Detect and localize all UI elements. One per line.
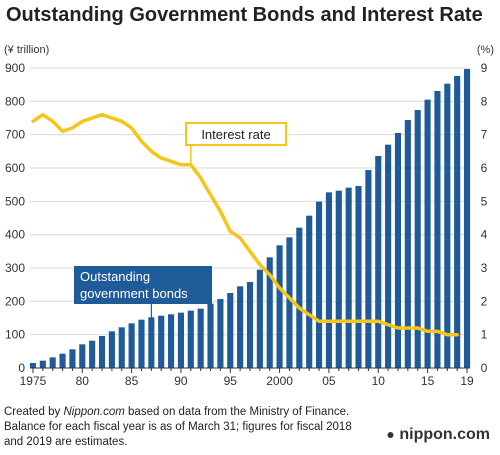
logo-dot-icon: ● <box>386 426 395 442</box>
bar <box>286 237 293 368</box>
bonds-label-line2: government bonds <box>80 286 188 301</box>
y-tick-label-left: 0 <box>18 361 25 375</box>
source-note: Created by Nippon.com based on data from… <box>4 405 374 450</box>
source-name: Nippon.com <box>63 406 125 418</box>
bar <box>306 215 313 368</box>
bar <box>207 303 214 368</box>
left-axis-unit: (¥ trillion) <box>4 44 50 56</box>
bar-layer <box>29 69 471 369</box>
x-tick-label: 85 <box>125 374 139 388</box>
bar <box>355 186 362 368</box>
bar <box>404 120 411 368</box>
bar <box>128 323 135 368</box>
y-tick-label-left: 200 <box>5 294 25 308</box>
x-tick-label: 15 <box>421 374 435 388</box>
bar <box>434 91 441 368</box>
y-tick-label-right: 8 <box>481 94 488 108</box>
bar <box>217 299 224 368</box>
bar <box>454 76 461 368</box>
logo-text: nippon.com <box>399 426 490 443</box>
bar <box>266 257 273 368</box>
chart-canvas: 0 100 200 300 400 500 600 700 800 900 0 1 2 3 4 5 6 7 8 9 19… <box>5 61 488 388</box>
y-tick-label-right: 2 <box>481 294 488 308</box>
bar <box>296 227 303 368</box>
y-tick-label-right: 6 <box>481 161 488 175</box>
bar <box>89 340 96 368</box>
x-tick-label: 1975 <box>20 374 47 388</box>
bar <box>158 315 165 368</box>
bar <box>325 192 332 368</box>
bar <box>463 69 471 368</box>
line-layer <box>31 112 459 337</box>
y-tick-label-left: 500 <box>5 194 25 208</box>
bar <box>227 293 234 368</box>
right-axis-unit: (%) <box>476 44 494 56</box>
bar <box>316 201 323 368</box>
y-tick-label-right: 4 <box>481 228 488 242</box>
x-tick-label: 10 <box>372 374 386 388</box>
bar <box>414 110 421 368</box>
bar <box>197 308 204 368</box>
axis-layer: 0 100 200 300 400 500 600 700 800 900 0 1 2 3 4 5 6 7 8 9 19… <box>5 61 488 388</box>
x-tick-label: 19 <box>460 374 474 388</box>
bar <box>424 99 431 369</box>
y-tick-label-right: 3 <box>481 261 488 275</box>
y-tick-label-right: 1 <box>481 328 488 342</box>
bar <box>148 317 155 368</box>
bar <box>29 363 37 368</box>
source-note-part2: based on data from the Ministry of Finan… <box>4 406 352 448</box>
bar <box>98 336 106 368</box>
y-tick-label-left: 900 <box>5 61 25 75</box>
y-tick-label-left: 300 <box>5 261 25 275</box>
x-tick-label: 90 <box>174 374 188 388</box>
bar <box>118 327 125 368</box>
y-tick-label-left: 600 <box>5 161 25 175</box>
bar <box>256 269 263 368</box>
bar <box>335 190 342 368</box>
bar <box>39 360 46 368</box>
bar <box>385 144 392 368</box>
bar <box>345 187 352 368</box>
bar <box>237 286 244 368</box>
bar <box>79 344 86 368</box>
y-tick-label-left: 800 <box>5 94 25 108</box>
interest-rate-label-box <box>185 122 287 146</box>
y-tick-label-right: 7 <box>481 128 488 142</box>
x-tick-label: 2000 <box>266 374 293 388</box>
bar <box>69 349 76 368</box>
annotation-layer: Interest rate Outstanding government bonds <box>74 122 287 320</box>
bar <box>177 312 184 368</box>
bar <box>444 83 451 369</box>
bar <box>394 133 402 368</box>
bar <box>168 314 175 368</box>
y-tick-label-left: 400 <box>5 228 25 242</box>
bar <box>187 310 194 368</box>
x-tick-label: 05 <box>322 374 336 388</box>
bar <box>49 357 56 368</box>
bonds-label-box <box>74 266 212 304</box>
bar <box>365 170 372 368</box>
y-tick-label-left: 100 <box>5 328 25 342</box>
y-tick-label-left: 700 <box>5 128 25 142</box>
chart-title: Outstanding Government Bonds and Interes… <box>6 4 483 26</box>
bonds-label-line1: Outstanding <box>80 269 150 284</box>
x-tick-label: 80 <box>76 374 90 388</box>
bar <box>138 319 145 368</box>
bar <box>108 331 115 368</box>
bar <box>276 245 283 368</box>
bar <box>59 353 66 368</box>
bar <box>375 156 382 368</box>
interest-rate-label: Interest rate <box>201 127 270 142</box>
interest-rate-line <box>31 112 459 337</box>
y-tick-label-right: 9 <box>481 61 488 75</box>
nippon-logo: ● nippon.com <box>386 426 490 444</box>
y-tick-label-right: 0 <box>481 361 488 375</box>
source-note-part1: Created by <box>4 406 64 418</box>
bar <box>246 282 254 368</box>
y-tick-label-right: 5 <box>481 194 488 208</box>
x-tick-label: 95 <box>224 374 238 388</box>
